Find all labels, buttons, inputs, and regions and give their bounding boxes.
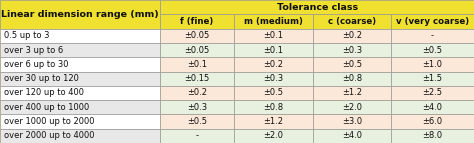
Bar (160, 86, 234, 100)
Text: m (medium): m (medium) (244, 17, 303, 26)
Bar (234, 72, 313, 86)
Bar (234, 100, 313, 114)
Text: over 120 up to 400: over 120 up to 400 (4, 89, 84, 97)
Bar (391, 114, 474, 129)
Text: ±0.1: ±0.1 (187, 60, 207, 69)
Bar (160, 43, 234, 57)
Text: ±0.2: ±0.2 (187, 89, 207, 97)
Text: ±0.5: ±0.5 (264, 89, 283, 97)
Bar (391, 129, 474, 143)
Text: ±0.8: ±0.8 (264, 103, 283, 112)
Text: ±1.2: ±1.2 (264, 117, 283, 126)
Bar (391, 29, 474, 43)
Bar (234, 29, 313, 43)
Text: -: - (431, 31, 434, 40)
Text: over 3 up to 6: over 3 up to 6 (4, 46, 63, 54)
Bar (160, 72, 234, 86)
Text: ±4.0: ±4.0 (342, 131, 362, 140)
Text: ±0.8: ±0.8 (342, 74, 362, 83)
Text: ±2.0: ±2.0 (342, 103, 362, 112)
Text: over 1000 up to 2000: over 1000 up to 2000 (4, 117, 94, 126)
Bar (313, 114, 391, 129)
Text: ±0.3: ±0.3 (187, 103, 207, 112)
Text: ±0.1: ±0.1 (264, 46, 283, 54)
Bar (234, 86, 313, 100)
Text: Tolerance class: Tolerance class (276, 3, 358, 12)
Text: Linear dimension range (mm): Linear dimension range (mm) (1, 10, 159, 19)
Bar (313, 43, 391, 57)
Text: ±0.1: ±0.1 (264, 31, 283, 40)
Bar (391, 100, 474, 114)
Text: over 6 up to 30: over 6 up to 30 (4, 60, 68, 69)
Bar (0, 72, 160, 86)
Bar (313, 57, 391, 72)
Text: ±0.2: ±0.2 (342, 31, 362, 40)
Bar (0, 114, 160, 129)
Text: ±0.5: ±0.5 (187, 117, 207, 126)
Text: over 400 up to 1000: over 400 up to 1000 (4, 103, 89, 112)
Text: c (coarse): c (coarse) (328, 17, 376, 26)
Text: ±8.0: ±8.0 (422, 131, 442, 140)
Bar (391, 86, 474, 100)
Bar (313, 129, 391, 143)
Bar (160, 14, 234, 29)
Bar (313, 29, 391, 43)
Bar (313, 14, 391, 29)
Text: ±0.2: ±0.2 (264, 60, 283, 69)
Bar (160, 129, 234, 143)
Bar (160, 114, 234, 129)
Bar (234, 114, 313, 129)
Bar (234, 14, 313, 29)
Text: ±1.2: ±1.2 (342, 89, 362, 97)
Text: ±3.0: ±3.0 (342, 117, 362, 126)
Text: ±4.0: ±4.0 (422, 103, 442, 112)
Text: ±1.0: ±1.0 (422, 60, 442, 69)
Bar (0, 129, 160, 143)
Bar (234, 57, 313, 72)
Text: f (fine): f (fine) (180, 17, 214, 26)
Text: ±2.0: ±2.0 (264, 131, 283, 140)
Bar (0, 100, 160, 114)
Bar (160, 0, 474, 14)
Bar (313, 72, 391, 86)
Bar (0, 86, 160, 100)
Bar (391, 43, 474, 57)
Text: over 2000 up to 4000: over 2000 up to 4000 (4, 131, 94, 140)
Bar (0, 0, 160, 29)
Text: ±0.3: ±0.3 (342, 46, 362, 54)
Bar (0, 57, 160, 72)
Text: ±2.5: ±2.5 (422, 89, 442, 97)
Text: ±0.5: ±0.5 (422, 46, 442, 54)
Bar (391, 57, 474, 72)
Text: ±6.0: ±6.0 (422, 117, 442, 126)
Bar (391, 14, 474, 29)
Text: ±0.05: ±0.05 (184, 46, 210, 54)
Text: -: - (195, 131, 199, 140)
Text: ±0.3: ±0.3 (264, 74, 283, 83)
Bar (160, 100, 234, 114)
Bar (0, 43, 160, 57)
Text: ±1.5: ±1.5 (422, 74, 442, 83)
Bar (160, 29, 234, 43)
Text: v (very coarse): v (very coarse) (396, 17, 469, 26)
Bar (0, 29, 160, 43)
Bar (391, 72, 474, 86)
Text: ±0.15: ±0.15 (184, 74, 210, 83)
Text: over 30 up to 120: over 30 up to 120 (4, 74, 79, 83)
Bar (234, 129, 313, 143)
Bar (313, 86, 391, 100)
Bar (160, 57, 234, 72)
Text: ±0.5: ±0.5 (342, 60, 362, 69)
Bar (234, 43, 313, 57)
Text: 0.5 up to 3: 0.5 up to 3 (4, 31, 49, 40)
Text: ±0.05: ±0.05 (184, 31, 210, 40)
Bar (313, 100, 391, 114)
